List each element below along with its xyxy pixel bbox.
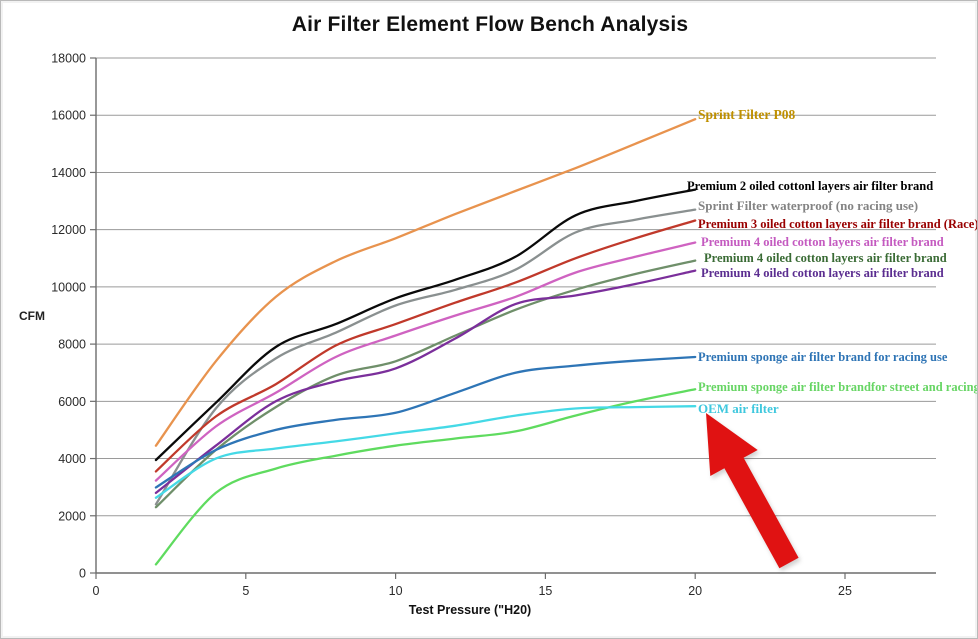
red-arrow-annotation bbox=[706, 413, 799, 569]
series-label: Sprint Filter P08 bbox=[698, 107, 796, 122]
x-axis-title: Test Pressure ("H20) bbox=[408, 603, 532, 617]
series-label: OEM air filter bbox=[698, 401, 779, 416]
series-line bbox=[154, 219, 697, 473]
y-tick-label: 4000 bbox=[58, 452, 86, 466]
x-tick-label: 20 bbox=[688, 584, 702, 598]
y-tick-label: 12000 bbox=[51, 223, 86, 237]
y-axis-title: CFM bbox=[19, 309, 45, 323]
series-line bbox=[154, 388, 697, 566]
series-line bbox=[154, 241, 697, 482]
y-tick-label: 14000 bbox=[51, 166, 86, 180]
y-tick-label: 16000 bbox=[51, 109, 86, 123]
chart-title: Air Filter Element Flow Bench Analysis bbox=[291, 13, 689, 36]
series-line bbox=[154, 355, 697, 489]
series-line bbox=[154, 405, 697, 499]
series-line bbox=[154, 188, 697, 462]
y-tick-label: 10000 bbox=[51, 280, 86, 294]
series-label: Premium sponge air filter brand for raci… bbox=[698, 350, 948, 364]
x-tick-label: 5 bbox=[242, 584, 249, 598]
series-label: Premium 3 oiled cotton layers air filter… bbox=[698, 217, 978, 231]
series-label: Premium 2 oiled cottonl layers air filte… bbox=[687, 179, 934, 193]
y-tick-label: 18000 bbox=[51, 52, 86, 66]
x-tick-label: 10 bbox=[389, 584, 403, 598]
series-label: Premium 4 oiled cotton layers air filter… bbox=[701, 266, 944, 280]
y-tick-label: 0 bbox=[79, 567, 86, 581]
series-line bbox=[154, 259, 697, 509]
series-label: Premium sponge air filter brandfor stree… bbox=[698, 380, 978, 394]
y-tick-label: 2000 bbox=[58, 509, 86, 523]
x-tick-label: 15 bbox=[538, 584, 552, 598]
x-tick-label: 25 bbox=[838, 584, 852, 598]
y-tick-label: 8000 bbox=[58, 338, 86, 352]
series-line bbox=[154, 118, 697, 447]
series-line bbox=[154, 208, 697, 506]
x-tick-label: 0 bbox=[93, 584, 100, 598]
series-label: Premium 4 oiled cotton layers air filter… bbox=[701, 235, 944, 249]
series-label: Premium 4 oiled cotton layers air filter… bbox=[704, 251, 947, 265]
y-tick-label: 6000 bbox=[58, 395, 86, 409]
series-line bbox=[154, 269, 697, 495]
series-label: Sprint Filter waterproof (no racing use) bbox=[698, 198, 919, 213]
